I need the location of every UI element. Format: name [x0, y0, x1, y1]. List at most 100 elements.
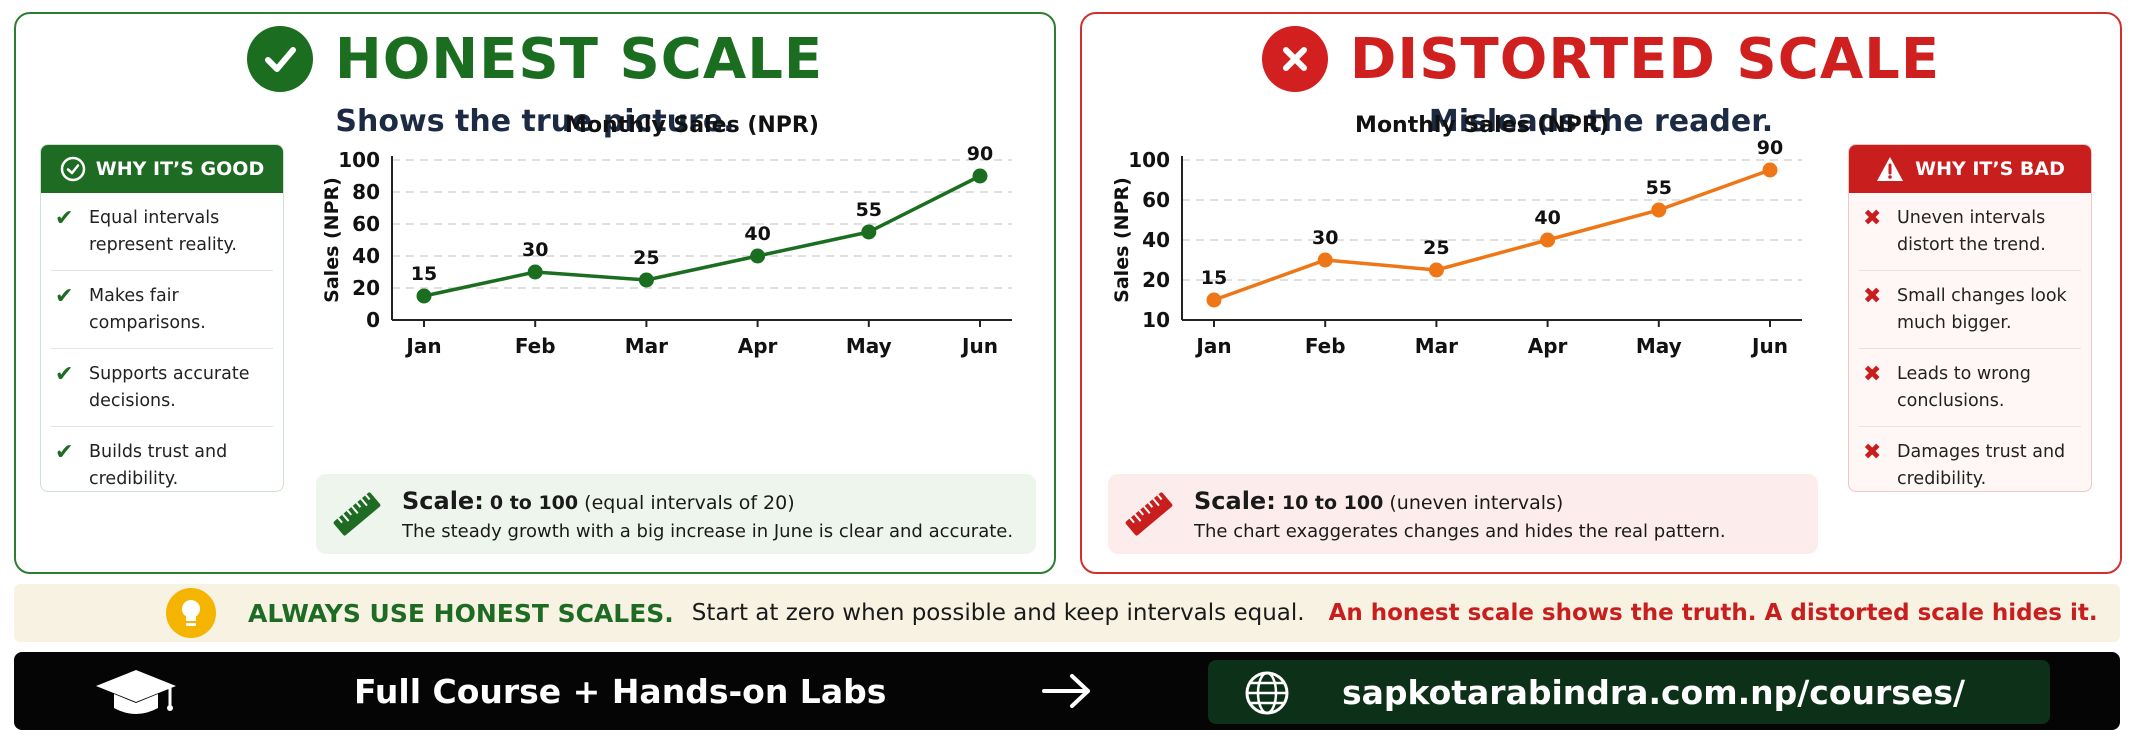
series-line: [1213, 168, 1771, 302]
list-item: ✔ Supports accurate decisions.: [51, 349, 273, 427]
distorted-title: DISTORTED SCALE: [1349, 26, 1941, 92]
why-good-box: WHY IT’S GOOD ✔ Equal intervals represent…: [40, 144, 284, 492]
honest-chart: Monthly Sales (NPR) Sales (NPR) 0 20 40 60 80 1…: [312, 113, 1022, 482]
x-tick-label: Jun: [1750, 334, 1788, 358]
y-tick-label: 0: [366, 308, 380, 332]
x-tick-label: Jun: [960, 334, 998, 358]
data-point: [1651, 202, 1667, 218]
data-point: [1206, 292, 1222, 308]
x-tick-label: Feb: [1305, 334, 1346, 358]
list-item-text: Leads to wrong conclusions.: [1897, 364, 2031, 411]
list-item-text: Small changes look much bigger.: [1897, 286, 2067, 333]
x-circle-icon: [1261, 26, 1328, 92]
distorted-chart-svg: Monthly Sales (NPR) Sales (NPR) 10 20 40 60 10…: [1111, 113, 1802, 358]
list-item-text: Builds trust and credibility.: [89, 442, 228, 489]
data-label: 30: [522, 239, 548, 261]
scale-range: 0 to 100: [489, 491, 579, 514]
data-label: 90: [1757, 137, 1783, 159]
data-point: [1317, 252, 1333, 268]
honest-scale-note: Scale: 0 to 100 (equal intervals of 20) …: [316, 474, 1036, 554]
data-label: 55: [856, 199, 882, 221]
list-item-text: Damages trust and credibility.: [1897, 442, 2066, 489]
why-good-list: ✔ Equal intervals represent reality. ✔ Mak…: [41, 193, 283, 491]
list-item-text: Uneven intervals distort the trend.: [1897, 208, 2046, 255]
data-label: 15: [1201, 267, 1227, 289]
course-link-text[interactable]: Full Course + Hands-on Labs: [354, 671, 887, 711]
course-url[interactable]: sapkotarabindra.com.np/courses/: [1342, 672, 1966, 712]
honest-subtitle: Shows the true picture.: [335, 104, 735, 139]
data-point: [972, 168, 988, 184]
y-tick-label: 100: [338, 148, 380, 172]
x-tick-label: Jan: [1194, 334, 1231, 358]
distorted-panel: DISTORTED SCALE Misleads the reader. Mon…: [1080, 12, 2122, 574]
list-item-text: Supports accurate decisions.: [89, 364, 250, 411]
scale-description: The chart exaggerates changes and hides …: [1194, 520, 1726, 542]
ruler-icon: [333, 492, 381, 536]
data-label: 15: [411, 263, 437, 285]
data-point: [416, 288, 432, 304]
data-point: [638, 272, 654, 288]
x-tick-label: May: [846, 334, 892, 358]
cross-icon: ✖: [1863, 440, 1882, 465]
warning-icon: [1877, 157, 1904, 181]
data-point: [750, 248, 766, 264]
distorted-header: DISTORTED SCALE Misleads the reader.: [1082, 26, 2120, 139]
data-label: 55: [1646, 177, 1672, 199]
data-label: 90: [967, 143, 993, 165]
data-label: 40: [744, 223, 770, 245]
honest-chart-svg: Monthly Sales (NPR) Sales (NPR) 0 20 40 60 80 1…: [321, 113, 1012, 358]
x-tick-label: Apr: [738, 334, 778, 358]
why-bad-box: WHY IT’S BAD ✖ Uneven intervals distort t…: [1848, 144, 2092, 492]
list-item: ✖ Leads to wrong conclusions.: [1859, 349, 2081, 427]
why-bad-title: WHY IT’S BAD: [1915, 158, 2065, 180]
tip-bar: ALWAYS USE HONEST SCALES. Start at zero …: [14, 584, 2120, 642]
check-circle-icon: [246, 26, 313, 92]
why-bad-header: WHY IT’S BAD: [1849, 145, 2091, 193]
y-tick-label: 40: [352, 244, 380, 268]
distorted-chart: Monthly Sales (NPR) Sales (NPR) 10 20 40 60 10…: [1102, 113, 1812, 482]
list-item: ✔ Makes fair comparisons.: [51, 271, 273, 349]
x-tick-label: May: [1636, 334, 1682, 358]
y-axis-label: Sales (NPR): [1111, 177, 1133, 303]
check-icon: ✔: [55, 362, 74, 387]
x-tick-label: Mar: [625, 334, 668, 358]
y-tick-label: 20: [352, 276, 380, 300]
data-point: [1540, 232, 1556, 248]
scale-description: The steady growth with a big increase in…: [402, 520, 1014, 542]
list-item: ✖ Uneven intervals distort the trend.: [1859, 193, 2081, 271]
y-tick-label: 40: [1142, 228, 1170, 252]
series-line: [423, 174, 981, 298]
x-tick-label: Feb: [515, 334, 556, 358]
list-item: ✔ Builds trust and credibility.: [51, 427, 273, 491]
y-tick-label: 60: [352, 212, 380, 236]
y-tick-label: 10: [1142, 308, 1170, 332]
lightbulb-icon: [166, 588, 216, 638]
data-label: 25: [633, 247, 659, 269]
honest-title: HONEST SCALE: [334, 26, 824, 92]
chart-title: Monthly Sales (NPR): [1355, 113, 1609, 138]
data-point: [1428, 262, 1444, 278]
data-label: 25: [1423, 237, 1449, 259]
footer-banner: Full Course + Hands-on Labs sapkotarabin…: [14, 652, 2120, 730]
badge-check-icon: [60, 156, 86, 182]
list-item: ✖ Small changes look much bigger.: [1859, 271, 2081, 349]
data-label: 30: [1312, 227, 1338, 249]
scale-label: Scale:: [402, 486, 484, 515]
list-item-text: Equal intervals represent reality.: [89, 208, 237, 255]
check-icon: ✔: [55, 206, 74, 231]
globe-icon: [1245, 671, 1289, 715]
scale-detail: (equal intervals of 20): [584, 491, 795, 514]
list-item-text: Makes fair comparisons.: [89, 286, 206, 333]
x-tick-label: Mar: [1415, 334, 1458, 358]
y-tick-label: 20: [1142, 268, 1170, 292]
cross-icon: ✖: [1863, 284, 1882, 309]
y-tick-label: 60: [1142, 188, 1170, 212]
url-box[interactable]: sapkotarabindra.com.np/courses/: [1208, 660, 2050, 724]
y-tick-label: 80: [352, 180, 380, 204]
tip-headline: ALWAYS USE HONEST SCALES.: [248, 598, 674, 628]
tip-warning: An honest scale shows the truth. A disto…: [1328, 600, 2098, 626]
why-good-header: WHY IT’S GOOD: [41, 145, 283, 193]
y-tick-label: 100: [1128, 148, 1170, 172]
list-item: ✖ Damages trust and credibility.: [1859, 427, 2081, 491]
check-icon: ✔: [55, 284, 74, 309]
